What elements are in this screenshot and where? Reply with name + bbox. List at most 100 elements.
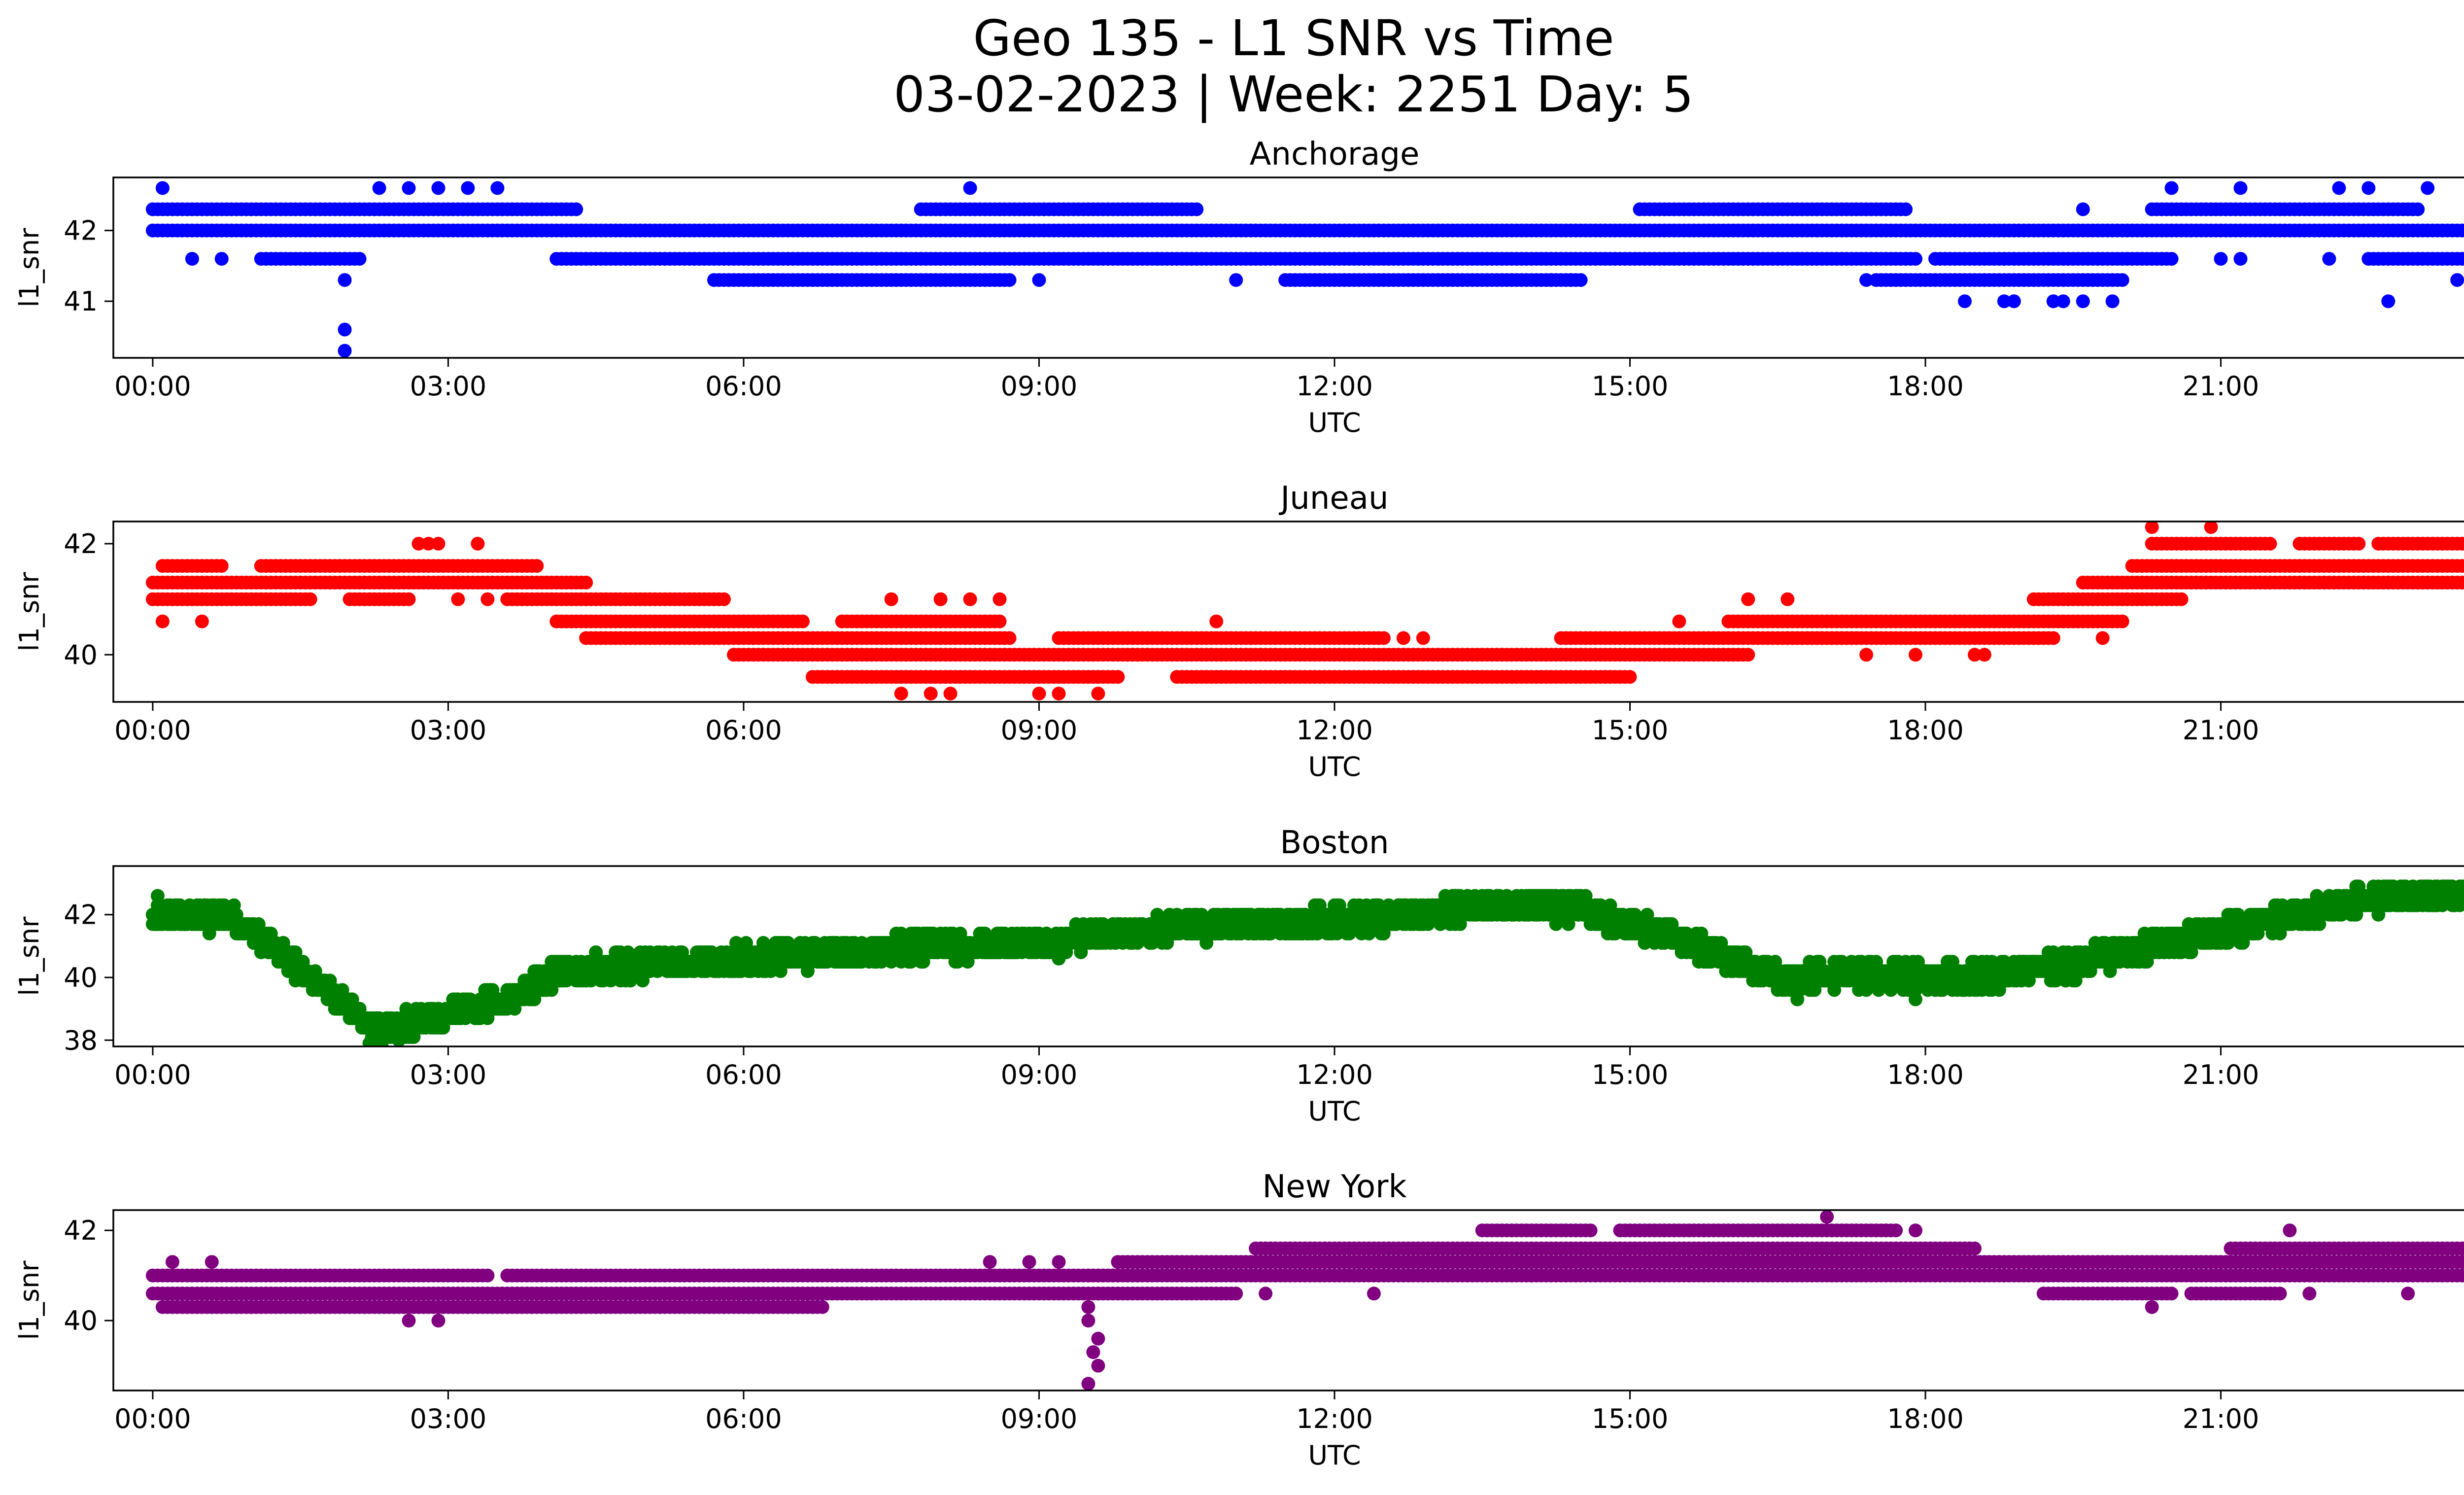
data-point (1032, 687, 1046, 701)
data-point (943, 687, 958, 701)
data-point (451, 592, 465, 606)
data-point (963, 592, 977, 606)
x-tick-label: 03:00 (410, 371, 487, 402)
x-tick-label: 12:00 (1296, 371, 1373, 402)
figure-title-line1: Geo 135 - L1 SNR vs Time (973, 9, 1614, 67)
trend-point (1808, 983, 1822, 997)
band-point (717, 592, 731, 606)
data-point (480, 592, 495, 606)
data-point (2007, 294, 2021, 309)
x-tick-label: 15:00 (1592, 371, 1669, 402)
data-point (2332, 181, 2346, 195)
data-point (402, 181, 416, 195)
x-tick-label: 00:00 (114, 371, 191, 402)
subplot-title: Boston (1280, 825, 1389, 861)
band-point (2115, 614, 2129, 628)
data-point (1780, 592, 1795, 606)
data-point (2056, 294, 2070, 309)
data-point (884, 592, 898, 606)
y-tick-label: 40 (64, 639, 98, 670)
band-point (1623, 670, 1637, 684)
data-point (2233, 181, 2248, 195)
data-point (338, 322, 352, 337)
band-point (2460, 576, 2464, 589)
band-point (352, 252, 367, 266)
data-point (1416, 631, 1430, 645)
data-point (894, 687, 908, 701)
data-point (1209, 614, 1224, 628)
y-tick-label: 42 (64, 215, 98, 246)
x-axis-label: UTC (1308, 751, 1361, 782)
band-point (579, 575, 593, 590)
x-tick-label: 09:00 (1001, 715, 1078, 746)
data-point (2046, 294, 2060, 309)
band-point (2174, 592, 2189, 606)
x-tick-label: 21:00 (2183, 371, 2259, 402)
band-point (2460, 252, 2464, 265)
y-axis-label: l1_snr (14, 572, 45, 652)
data-point (2095, 631, 2110, 645)
x-axis-label: UTC (1308, 407, 1361, 438)
band-point (1899, 202, 1913, 216)
data-point (1150, 252, 1164, 266)
data-point (214, 252, 229, 266)
data-point (421, 537, 436, 551)
subplot-title: Juneau (1278, 480, 1388, 517)
band-point (2352, 537, 2366, 551)
data-point (155, 614, 170, 628)
x-tick-label: 03:00 (410, 715, 487, 746)
band-point (2115, 273, 2129, 287)
data-point (2361, 181, 2376, 195)
data-point (490, 181, 505, 195)
x-tick-label: 09:00 (1001, 371, 1078, 402)
data-point (185, 252, 199, 266)
data-point (2450, 273, 2464, 287)
y-tick-label: 41 (64, 286, 98, 317)
band-point (2460, 559, 2464, 572)
data-point (992, 592, 1007, 606)
band-point (569, 202, 583, 216)
data-point (431, 181, 445, 195)
data-point (1032, 273, 1046, 287)
data-point (471, 537, 485, 551)
data-point (1672, 614, 1686, 628)
x-tick-label: 15:00 (1592, 715, 1669, 746)
band-point (2164, 252, 2179, 266)
data-point (835, 614, 849, 628)
data-point (2322, 252, 2336, 266)
data-point (1091, 687, 1105, 701)
band-point (402, 592, 416, 606)
data-point (155, 181, 170, 195)
band-point (2411, 202, 2425, 216)
data-point (372, 181, 386, 195)
band-point (1190, 202, 1204, 216)
data-point (1968, 648, 1982, 662)
band-point (2263, 537, 2277, 551)
data-point (2421, 181, 2435, 195)
data-point (431, 537, 445, 551)
data-point (2076, 202, 2090, 216)
data-point (1544, 273, 1558, 287)
data-point (338, 344, 352, 358)
figure-title-line2: 03-02-2023 | Week: 2251 Day: 5 (893, 66, 1693, 123)
data-point (2233, 252, 2248, 266)
data-point (2164, 181, 2179, 195)
data-point (1052, 687, 1066, 701)
y-axis-label: l1_snr (14, 228, 45, 308)
band-point (214, 559, 229, 573)
data-point (963, 181, 977, 195)
data-point (411, 537, 426, 551)
data-point (1997, 294, 2011, 309)
band-point (1741, 648, 1755, 662)
x-tick-label: 18:00 (1887, 371, 1964, 402)
band-point (1002, 631, 1017, 645)
band-point (303, 592, 317, 606)
data-point (195, 614, 209, 628)
data-point (1396, 631, 1410, 645)
